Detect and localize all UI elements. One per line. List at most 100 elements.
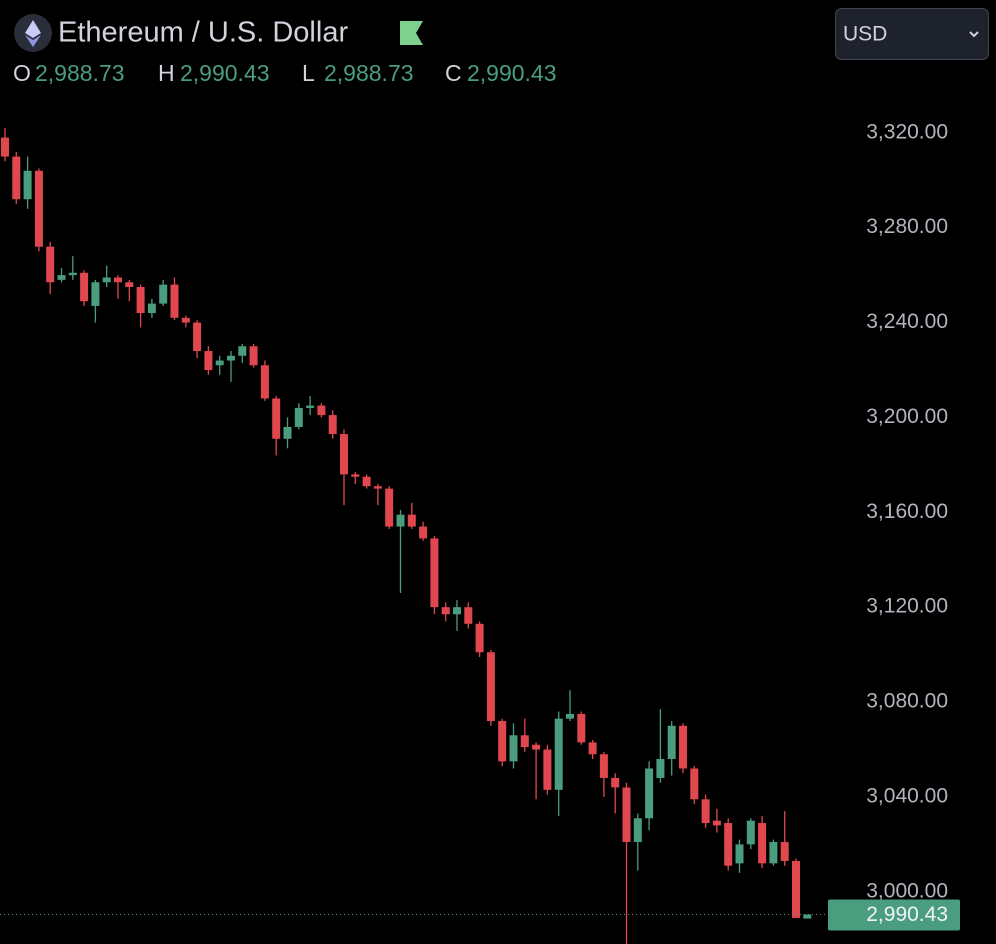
candle-body bbox=[690, 768, 699, 800]
candle-body bbox=[792, 860, 800, 918]
ohlc-value: 2,988.73 bbox=[324, 60, 414, 86]
candle-body bbox=[136, 286, 145, 314]
ohlc-value: 2,988.73 bbox=[35, 60, 125, 86]
candle-body bbox=[633, 818, 642, 843]
candle-body bbox=[147, 303, 156, 314]
candle-body bbox=[91, 282, 100, 306]
candle-body bbox=[486, 652, 495, 722]
candle-body bbox=[351, 474, 360, 477]
currency-select[interactable]: USD bbox=[835, 8, 989, 60]
chart-title: Ethereum / U.S. Dollar bbox=[58, 17, 348, 49]
candle-body bbox=[328, 415, 337, 435]
candle-body bbox=[23, 170, 32, 200]
candle-body bbox=[588, 742, 597, 755]
price-axis: 3,000.00 3,040.00 3,080.00 3,120.00 3,160.00… bbox=[828, 120, 960, 931]
candle-body bbox=[114, 277, 122, 283]
candle-body bbox=[430, 538, 439, 608]
ohlc-value: 2,990.43 bbox=[467, 60, 557, 86]
candle-body bbox=[667, 725, 676, 759]
candle-body bbox=[283, 426, 292, 439]
y-tick-label: 3,120.00 bbox=[866, 595, 948, 618]
candle-body bbox=[249, 346, 258, 366]
candle-body bbox=[80, 272, 89, 302]
candle-body bbox=[204, 351, 213, 371]
candle-body bbox=[554, 718, 563, 790]
candle-body bbox=[622, 787, 631, 843]
candle-body bbox=[780, 842, 789, 861]
candle-body bbox=[599, 754, 608, 778]
candle-body bbox=[464, 607, 473, 624]
plot-area bbox=[0, 128, 828, 944]
y-tick-label: 3,080.00 bbox=[866, 690, 948, 713]
y-tick-label: 3,320.00 bbox=[866, 120, 948, 143]
candle-body bbox=[509, 735, 518, 762]
ohlc-key: C bbox=[445, 60, 462, 86]
y-tick-label: 3,200.00 bbox=[866, 405, 948, 428]
candle-body bbox=[769, 842, 778, 864]
ohlc-legend: O 2,988.73 H 2,990.43 L 2,988.73 C 2,990.43 bbox=[13, 60, 557, 86]
eth-icon-top bbox=[25, 20, 41, 38]
candle-body bbox=[803, 914, 812, 919]
candle-body bbox=[566, 713, 574, 719]
candle-body bbox=[656, 758, 665, 778]
candle-body bbox=[12, 156, 21, 200]
candle-body bbox=[340, 434, 348, 475]
candle-body bbox=[543, 749, 552, 790]
candle-body bbox=[407, 514, 416, 527]
candle-body bbox=[724, 823, 733, 866]
candle-body bbox=[34, 170, 43, 247]
candle-body bbox=[475, 623, 484, 653]
y-tick-label: 3,160.00 bbox=[866, 500, 948, 523]
y-tick-label: 3,040.00 bbox=[866, 784, 948, 807]
candle-body bbox=[102, 277, 111, 283]
eth-icon-bottom bbox=[25, 35, 41, 47]
candle-body bbox=[317, 405, 326, 416]
candle-body bbox=[227, 355, 235, 361]
candle-body bbox=[758, 823, 767, 864]
ohlc-value: 2,990.43 bbox=[180, 60, 270, 86]
candle-body bbox=[294, 407, 303, 427]
last-price-box bbox=[828, 899, 960, 931]
currency-label[interactable]: USD bbox=[843, 23, 887, 46]
candle-body bbox=[679, 725, 687, 769]
candle-body bbox=[306, 405, 315, 408]
candle-body bbox=[701, 799, 710, 824]
candle-body bbox=[746, 820, 755, 845]
candle-body bbox=[46, 246, 55, 283]
dropdown-chevron[interactable] bbox=[969, 31, 979, 38]
candle-body bbox=[159, 284, 168, 304]
candle-body bbox=[1, 137, 9, 157]
candle-body bbox=[238, 346, 247, 356]
candle-body bbox=[260, 365, 269, 399]
candle-body bbox=[68, 272, 77, 276]
candle-body bbox=[170, 284, 179, 318]
candle-body bbox=[453, 607, 461, 615]
candle-body bbox=[735, 844, 744, 864]
candle-body bbox=[441, 607, 450, 615]
candle-body bbox=[125, 282, 134, 287]
market-flag bbox=[400, 21, 423, 45]
candle-body bbox=[520, 735, 529, 748]
candle-body bbox=[577, 713, 586, 743]
ohlc-key: L bbox=[302, 60, 315, 86]
candle-body bbox=[385, 488, 394, 527]
candle-body bbox=[532, 744, 541, 750]
ohlc-key: O bbox=[13, 60, 31, 86]
candle-body bbox=[611, 777, 620, 788]
candle-body bbox=[215, 360, 224, 366]
candle-body bbox=[498, 721, 507, 762]
candle-body bbox=[362, 476, 371, 487]
currency-select-box[interactable] bbox=[835, 8, 989, 60]
candle-body bbox=[193, 322, 202, 352]
candle-body bbox=[57, 275, 66, 280]
last-price-label: 2,990.43 bbox=[866, 903, 948, 926]
candle-body bbox=[645, 768, 654, 819]
candle-body bbox=[272, 398, 281, 439]
ohlc-key: H bbox=[158, 60, 175, 86]
y-tick-label: 3,280.00 bbox=[866, 215, 948, 238]
candle-body bbox=[712, 820, 721, 826]
candle-body bbox=[396, 514, 405, 527]
y-tick-label: 3,240.00 bbox=[866, 310, 948, 333]
